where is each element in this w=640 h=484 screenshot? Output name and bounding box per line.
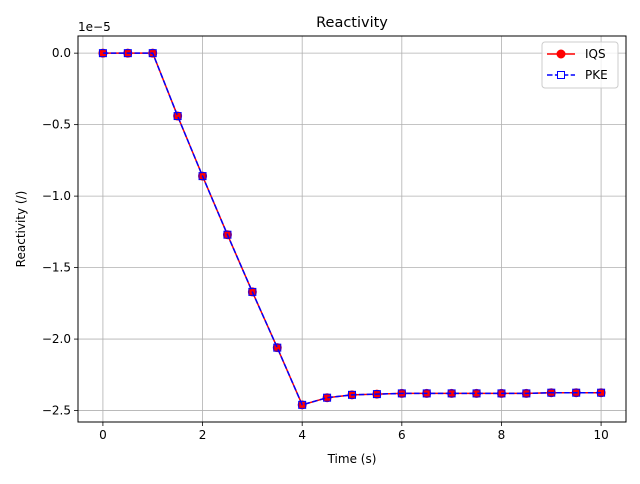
data-point-iqs: [173, 111, 183, 121]
x-tick-label: 8: [498, 428, 506, 442]
legend-marker-swatch: [557, 71, 565, 79]
data-point-pke: [348, 390, 356, 399]
data-point-pke: [597, 388, 606, 397]
data-point-pke: [198, 172, 207, 181]
data-point-pke: [223, 230, 232, 239]
x-tick-label: 6: [398, 428, 406, 442]
legend-marker-swatch: [556, 49, 566, 59]
x-tick-label: 10: [593, 428, 608, 442]
series-line-pke: [102, 52, 602, 406]
data-point-pke: [572, 388, 581, 397]
legend-item-iqs: IQS: [547, 47, 606, 61]
plot-frame: [77, 35, 627, 423]
y-axis: 0.0 −0.5 −1.0 −1.5 −2.0 −2.5: [42, 46, 78, 418]
y-axis-label: Reactivity (/): [14, 191, 28, 268]
data-point-pke: [447, 389, 456, 398]
data-point-pke: [123, 49, 132, 58]
data-point-pke: [522, 389, 531, 398]
data-point-pke: [248, 287, 257, 296]
series-pke: [98, 49, 606, 409]
y-tick-label: −1.0: [42, 189, 71, 203]
chart-title: Reactivity: [316, 15, 388, 31]
data-point-pke: [323, 393, 332, 402]
y-tick-label: −0.5: [42, 118, 71, 132]
data-point-pke: [273, 343, 282, 352]
legend-label: IQS: [585, 47, 606, 61]
y-tick-label: 0.0: [52, 46, 71, 60]
legend: IQS PKE: [541, 41, 619, 89]
y-axis-offset-label: 1e−5: [78, 20, 111, 34]
data-point-pke: [173, 112, 182, 121]
x-axis-label: Time (s): [327, 452, 377, 466]
data-point-pke: [397, 389, 406, 398]
y-tick-label: −2.0: [42, 332, 71, 346]
data-point-pke: [547, 388, 556, 397]
legend-label: PKE: [585, 68, 608, 82]
y-tick-label: −2.5: [42, 404, 71, 418]
series-group: [98, 48, 606, 410]
legend-item-pke: PKE: [547, 68, 608, 82]
data-point-pke: [497, 389, 506, 398]
grid: [78, 36, 626, 422]
data-point-pke: [472, 389, 481, 398]
legend-items: IQS PKE: [547, 47, 608, 82]
x-axis: 0 2 4 6 8 10: [99, 422, 609, 442]
data-point-pke: [422, 389, 431, 398]
y-tick-label: −1.5: [42, 261, 71, 275]
x-tick-label: 4: [298, 428, 306, 442]
data-point-pke: [298, 400, 307, 409]
x-tick-label: 2: [199, 428, 207, 442]
data-point-iqs: [272, 343, 282, 353]
data-point-pke: [148, 49, 157, 58]
x-tick-label: 0: [99, 428, 107, 442]
data-point-pke: [98, 49, 107, 58]
data-point-pke: [372, 390, 381, 399]
